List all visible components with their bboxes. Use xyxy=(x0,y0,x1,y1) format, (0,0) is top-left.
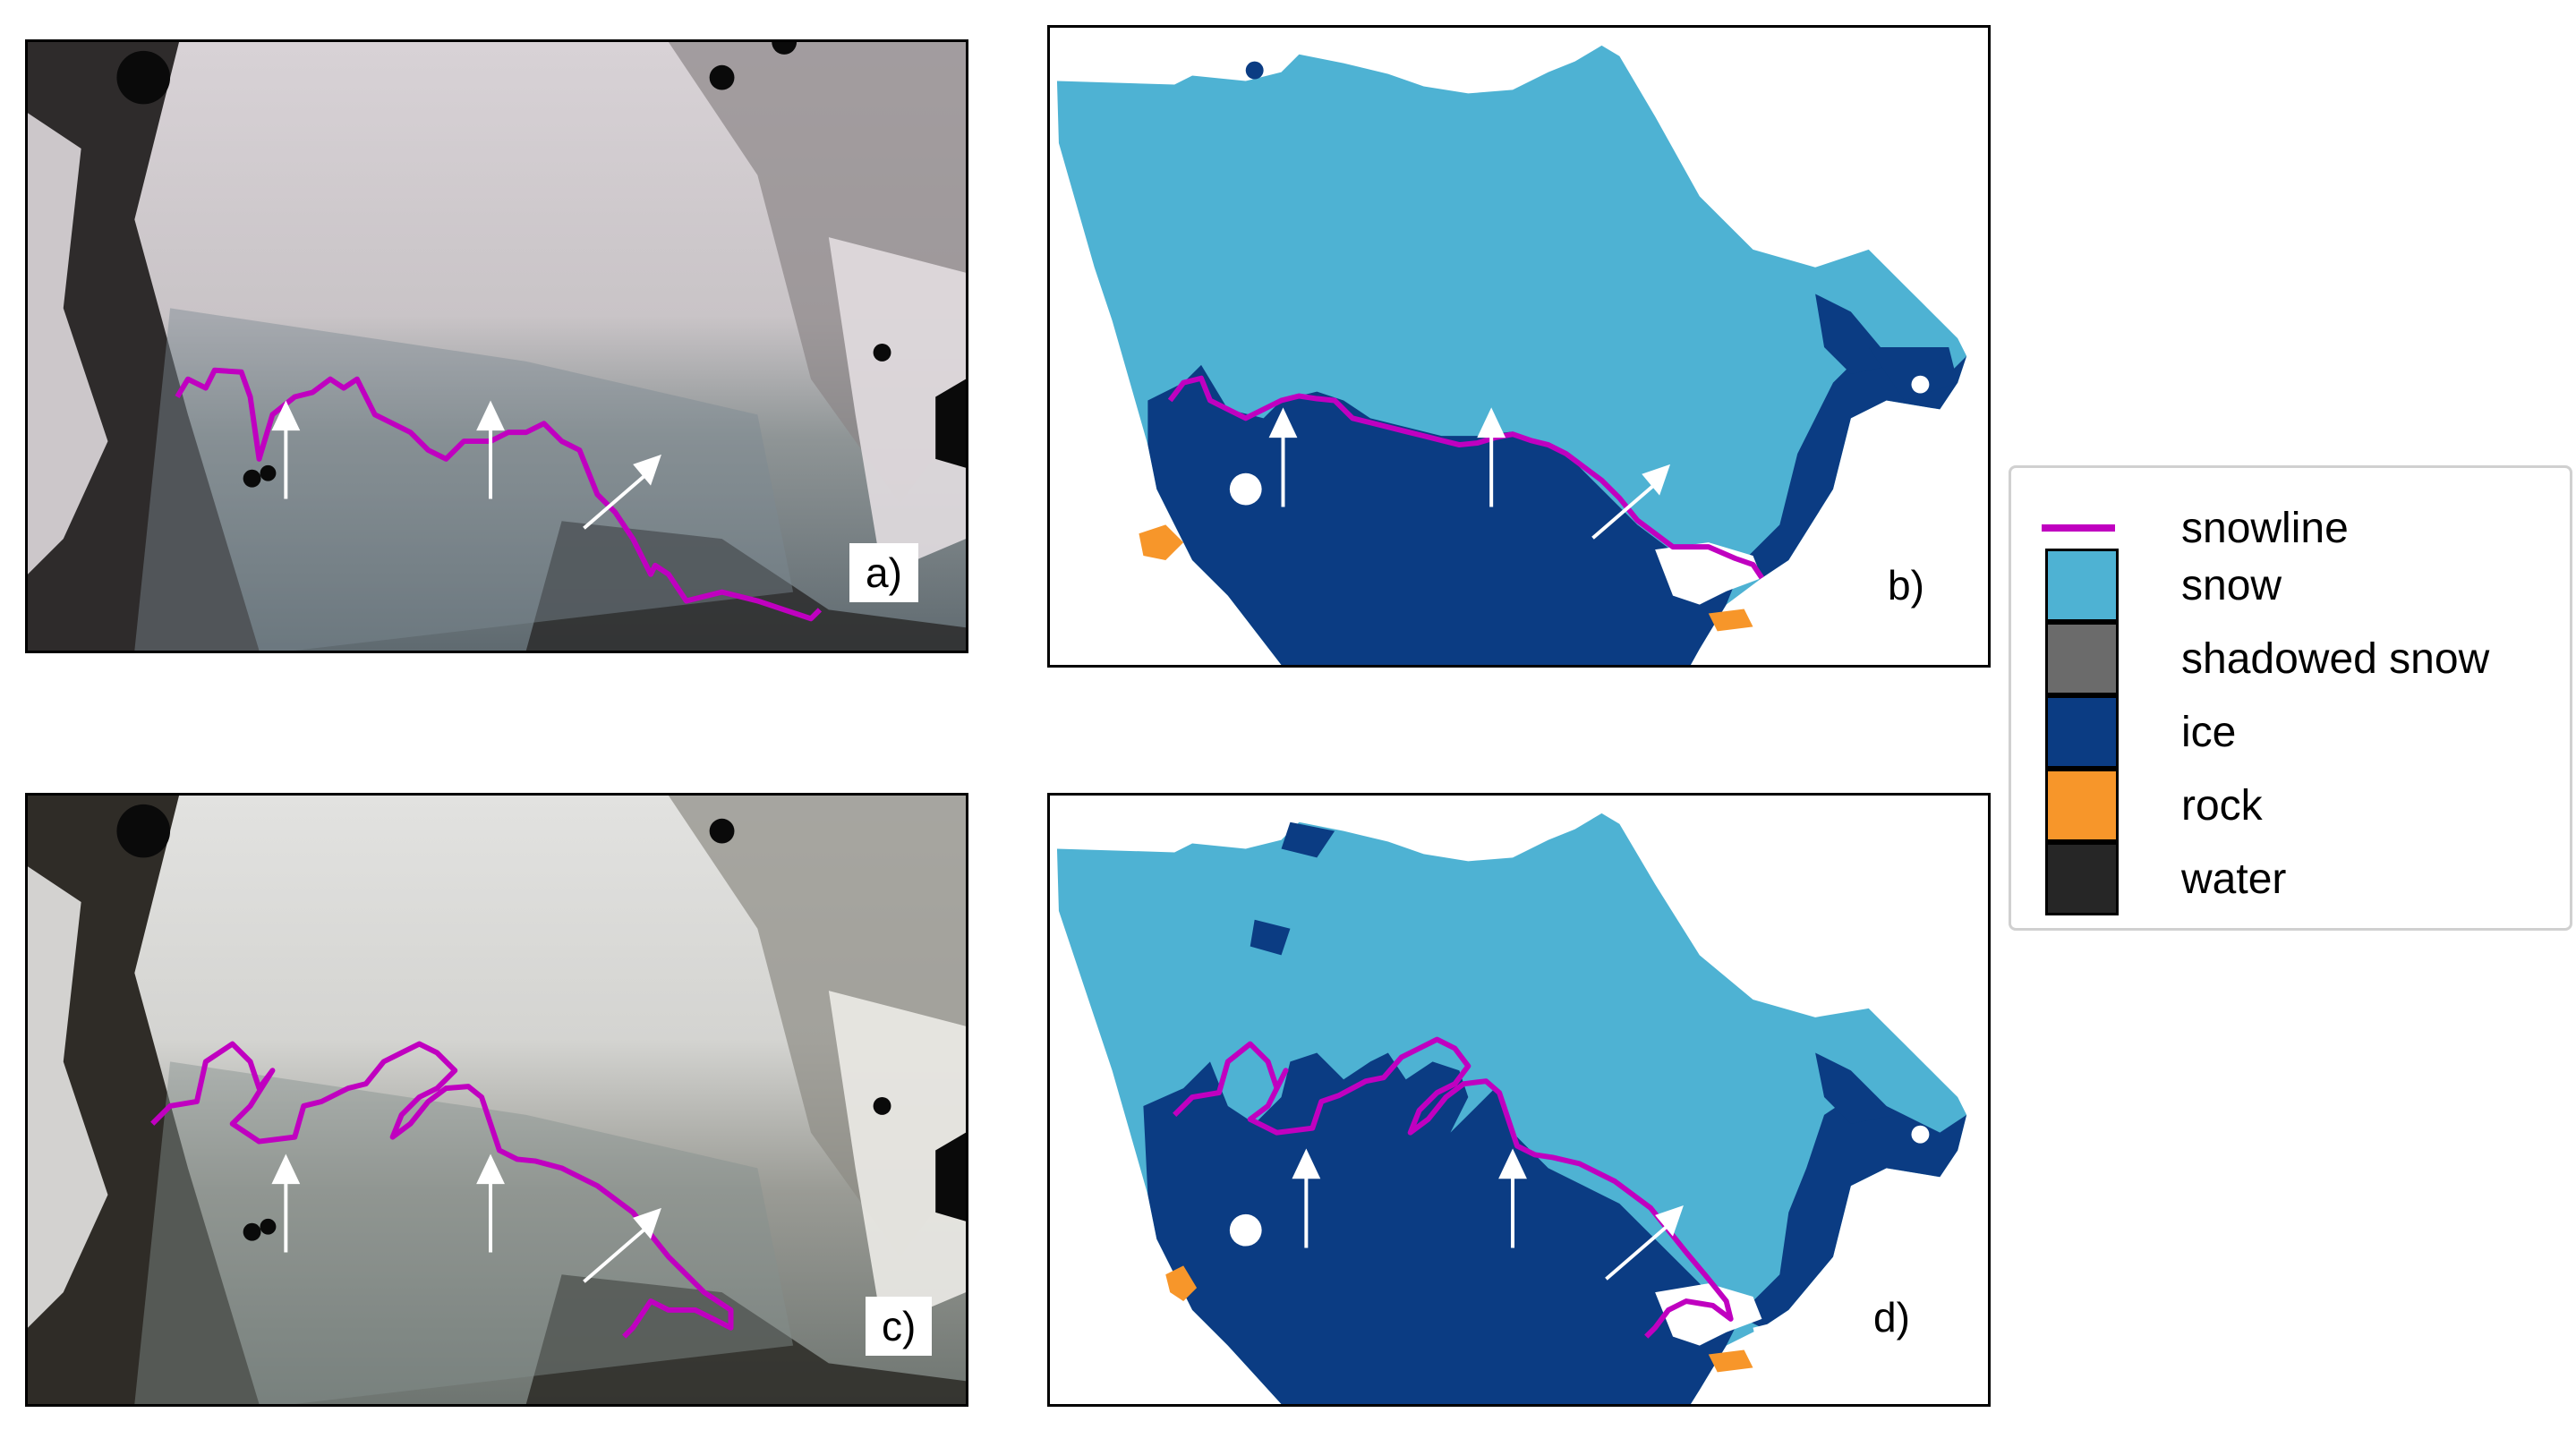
snowline-line-swatch xyxy=(2042,524,2115,532)
legend-item-snowline: snowline xyxy=(2011,491,2570,565)
snowline-a xyxy=(175,367,823,622)
panel-c-satellite-image: c) xyxy=(25,793,968,1407)
legend-label-ice: ice xyxy=(2181,709,2237,756)
arrow-2-a xyxy=(476,400,505,499)
panel-label-a: a) xyxy=(849,543,918,602)
rock-color-swatch xyxy=(2045,769,2119,842)
arrow-3-b xyxy=(1591,464,1671,540)
legend-label-rock: rock xyxy=(2181,782,2263,830)
arrow-1-a xyxy=(271,400,301,499)
arrow-3-c xyxy=(583,1207,661,1283)
snowline-d xyxy=(1173,1036,1734,1339)
arrow-2-b xyxy=(1477,407,1506,507)
legend-label-snowline: snowline xyxy=(2181,505,2349,552)
arrow-2-c xyxy=(476,1153,505,1253)
arrow-2-d xyxy=(1498,1148,1527,1248)
snow-color-swatch xyxy=(2045,549,2119,622)
snowline-b xyxy=(1167,375,1764,580)
classified-map-d xyxy=(1050,796,1988,1404)
panel-a-satellite-image: a) xyxy=(25,39,968,653)
legend-item-rock: rock xyxy=(2011,769,2570,842)
satellite-image-a xyxy=(28,42,966,651)
arrow-3-d xyxy=(1605,1204,1684,1281)
panel-d-classified-map: d) xyxy=(1047,793,1991,1407)
panel-label-b: b) xyxy=(1872,556,1941,615)
arrow-3-a xyxy=(583,454,661,530)
arrow-1-b xyxy=(1268,407,1298,507)
legend-item-shadowed-snow: shadowed snow xyxy=(2011,622,2570,695)
legend: snowline snow shadowed snow ice rock wat… xyxy=(2009,465,2572,931)
arrow-1-d xyxy=(1292,1148,1321,1248)
legend-label-snow: snow xyxy=(2181,562,2282,609)
panel-label-c: c) xyxy=(866,1297,933,1356)
water-color-swatch xyxy=(2045,842,2119,915)
legend-item-water: water xyxy=(2011,842,2570,915)
legend-item-ice: ice xyxy=(2011,695,2570,769)
snowline-c xyxy=(150,1041,734,1339)
shadowed-snow-color-swatch xyxy=(2045,622,2119,695)
satellite-image-c xyxy=(28,796,966,1404)
panel-label-d: d) xyxy=(1857,1288,1926,1347)
ice-color-swatch xyxy=(2045,695,2119,769)
legend-label-water: water xyxy=(2181,855,2287,903)
classified-map-b xyxy=(1050,28,1988,665)
legend-label-shadowed-snow: shadowed snow xyxy=(2181,635,2490,683)
panel-b-classified-map: b) xyxy=(1047,25,1991,668)
arrow-1-c xyxy=(271,1153,301,1253)
legend-item-snow: snow xyxy=(2011,549,2570,622)
